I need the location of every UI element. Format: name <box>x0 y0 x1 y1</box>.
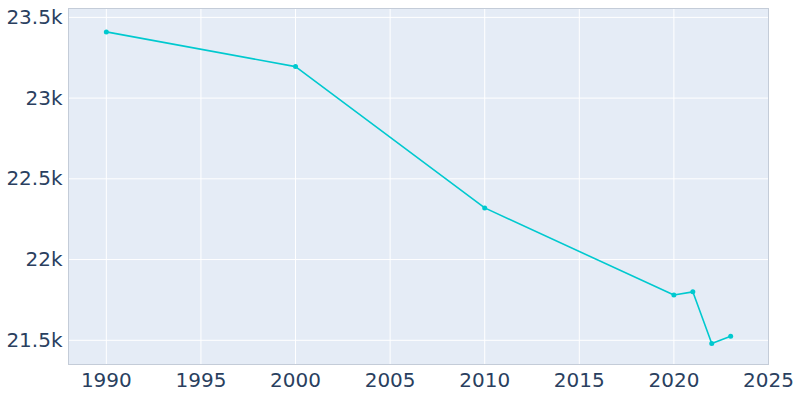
svg-text:23k: 23k <box>25 86 62 110</box>
svg-text:2020: 2020 <box>648 368 699 392</box>
svg-text:21.5k: 21.5k <box>6 328 63 352</box>
svg-text:22k: 22k <box>25 247 62 271</box>
svg-text:2010: 2010 <box>459 368 510 392</box>
svg-text:2005: 2005 <box>365 368 416 392</box>
svg-text:23.5k: 23.5k <box>6 5 63 29</box>
svg-text:2000: 2000 <box>270 368 321 392</box>
svg-text:1990: 1990 <box>81 368 132 392</box>
svg-text:22.5k: 22.5k <box>6 166 63 190</box>
svg-text:2025: 2025 <box>743 368 794 392</box>
svg-text:1995: 1995 <box>175 368 226 392</box>
svg-text:2015: 2015 <box>554 368 605 392</box>
